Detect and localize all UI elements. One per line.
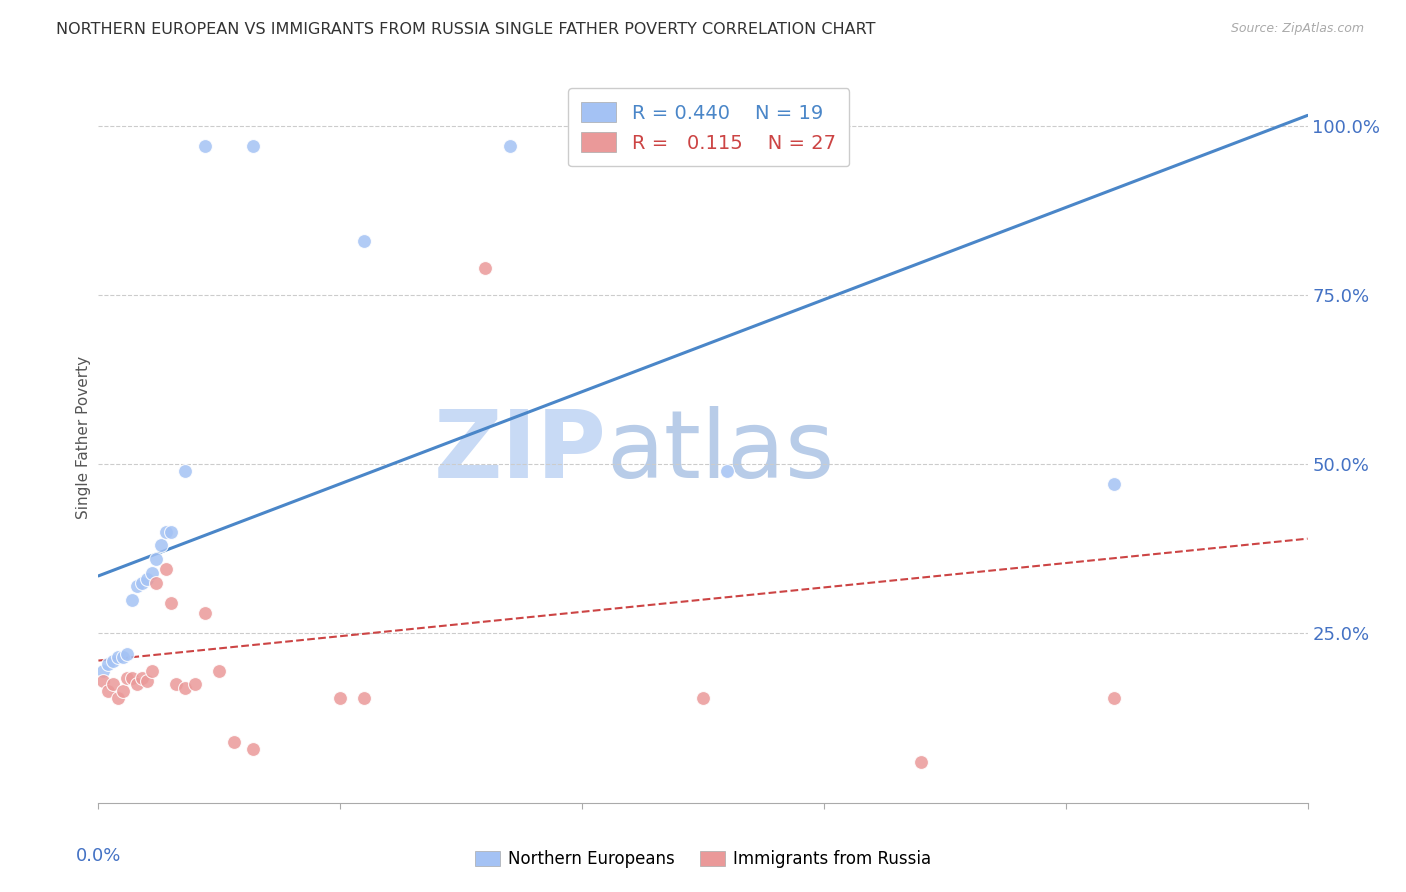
Point [111, 650, 134, 665]
Point [101, 677, 124, 691]
Point [498, 139, 520, 153]
Point [150, 538, 173, 552]
Point [117, 671, 139, 685]
Point [910, 755, 932, 769]
Point [145, 552, 167, 566]
Text: 0.0%: 0.0% [76, 847, 121, 864]
Text: Source: ZipAtlas.com: Source: ZipAtlas.com [1230, 22, 1364, 36]
Point [135, 572, 157, 586]
Point [97, 657, 120, 671]
Point [91, 673, 114, 688]
Point [155, 562, 177, 576]
Point [174, 464, 197, 478]
Point [692, 690, 714, 705]
Point [194, 606, 217, 620]
Legend: Northern Europeans, Immigrants from Russia: Northern Europeans, Immigrants from Russ… [468, 844, 938, 875]
Point [127, 677, 149, 691]
Point [242, 139, 264, 153]
Point [141, 566, 163, 580]
Point [107, 690, 129, 705]
Point [1102, 477, 1125, 491]
Point [91, 664, 114, 678]
Y-axis label: Single Father Poverty: Single Father Poverty [76, 356, 91, 518]
Point [97, 684, 120, 698]
Text: atlas: atlas [606, 406, 835, 498]
Point [127, 579, 149, 593]
Text: ZIP: ZIP [433, 406, 606, 498]
Point [329, 690, 352, 705]
Point [117, 647, 139, 661]
Point [131, 671, 153, 685]
Point [222, 735, 245, 749]
Point [160, 524, 183, 539]
Point [101, 654, 124, 668]
Point [353, 234, 375, 248]
Point [145, 575, 167, 590]
Point [208, 664, 231, 678]
Text: NORTHERN EUROPEAN VS IMMIGRANTS FROM RUSSIA SINGLE FATHER POVERTY CORRELATION CH: NORTHERN EUROPEAN VS IMMIGRANTS FROM RUS… [56, 22, 876, 37]
Point [141, 664, 163, 678]
Point [716, 464, 738, 478]
Point [131, 575, 153, 590]
Point [474, 260, 496, 275]
Point [353, 690, 375, 705]
Point [121, 671, 143, 685]
Point [121, 592, 143, 607]
Point [155, 524, 177, 539]
Point [160, 596, 183, 610]
Point [107, 650, 129, 665]
Point [174, 681, 197, 695]
Point [242, 741, 264, 756]
Point [165, 677, 187, 691]
Point [1102, 690, 1125, 705]
Point [184, 677, 207, 691]
Point [194, 139, 217, 153]
Point [135, 673, 157, 688]
Point [111, 684, 134, 698]
